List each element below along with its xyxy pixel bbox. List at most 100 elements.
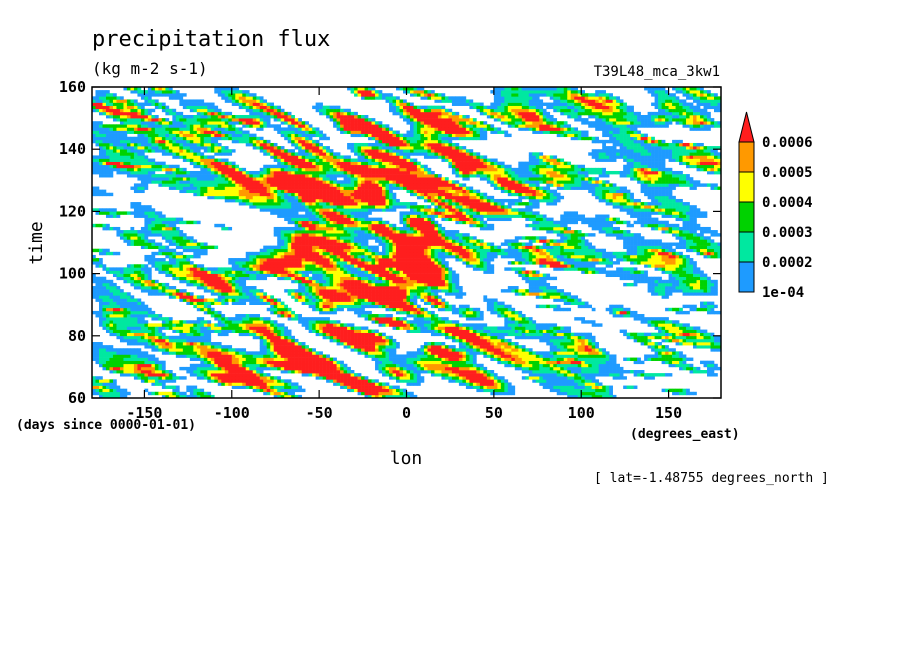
field-cell bbox=[305, 270, 309, 274]
field-cell bbox=[528, 363, 533, 368]
field-cell bbox=[263, 379, 268, 383]
field-cell bbox=[200, 264, 205, 268]
field-cell bbox=[242, 326, 247, 330]
field-cell bbox=[217, 295, 222, 299]
field-cell bbox=[549, 370, 554, 374]
field-cell bbox=[500, 289, 505, 293]
field-cell bbox=[682, 279, 687, 284]
field-cell bbox=[154, 338, 159, 343]
field-cell bbox=[556, 267, 561, 271]
field-cell bbox=[210, 379, 215, 383]
field-cell bbox=[116, 366, 121, 371]
field-cell bbox=[343, 326, 348, 330]
field-cell bbox=[105, 317, 110, 321]
field-cell bbox=[165, 338, 170, 343]
field-cell bbox=[441, 317, 446, 321]
field-cell bbox=[696, 276, 701, 281]
field-cell bbox=[451, 370, 456, 374]
field-cell bbox=[354, 301, 358, 305]
field-cell bbox=[483, 348, 488, 352]
field-cell bbox=[707, 360, 711, 365]
field-cell bbox=[710, 370, 715, 374]
field-cell bbox=[98, 323, 103, 327]
field-cell bbox=[315, 329, 320, 333]
field-cell bbox=[259, 292, 264, 296]
field-cell bbox=[539, 366, 544, 371]
field-cell bbox=[343, 335, 348, 340]
field-cell bbox=[490, 342, 495, 346]
field-cell bbox=[161, 338, 166, 343]
field-cell bbox=[409, 276, 414, 281]
field-cell bbox=[144, 366, 149, 371]
field-cell bbox=[375, 394, 379, 399]
field-cell bbox=[102, 276, 107, 281]
field-cell bbox=[448, 273, 453, 278]
field-cell bbox=[661, 354, 666, 358]
field-cell bbox=[172, 329, 177, 333]
field-cell bbox=[469, 317, 474, 321]
field-cell bbox=[563, 335, 568, 340]
field-cell bbox=[612, 273, 617, 278]
field-cell bbox=[112, 314, 117, 318]
field-cell bbox=[490, 376, 495, 380]
field-cell bbox=[382, 388, 386, 393]
field-cell bbox=[123, 301, 128, 305]
field-cell bbox=[371, 394, 376, 399]
field-cell bbox=[521, 292, 526, 296]
field-cell bbox=[273, 382, 278, 386]
field-cell bbox=[511, 348, 516, 352]
field-cell bbox=[186, 282, 191, 287]
field-cell bbox=[385, 292, 390, 296]
field-cell bbox=[693, 342, 697, 346]
field-cell bbox=[602, 267, 606, 271]
field-cell bbox=[413, 292, 418, 296]
field-cell bbox=[203, 326, 208, 330]
field-cell bbox=[542, 354, 547, 358]
field-cell bbox=[133, 301, 138, 305]
field-cell bbox=[465, 366, 470, 371]
field-cell bbox=[518, 273, 523, 278]
field-cell bbox=[203, 323, 208, 327]
field-cell bbox=[280, 301, 285, 305]
field-cell bbox=[560, 326, 565, 330]
field-cell bbox=[224, 376, 229, 380]
field-cell bbox=[437, 360, 442, 365]
field-cell bbox=[420, 345, 425, 349]
field-cell bbox=[465, 326, 470, 330]
field-cell bbox=[343, 279, 348, 284]
field-cell bbox=[682, 326, 687, 330]
field-cell bbox=[703, 360, 708, 365]
field-cell bbox=[654, 373, 659, 377]
field-cell bbox=[490, 329, 495, 333]
field-cell bbox=[305, 292, 309, 296]
field-cell bbox=[542, 329, 547, 333]
field-cell bbox=[340, 276, 344, 281]
field-cell bbox=[490, 301, 495, 305]
field-cell bbox=[217, 298, 222, 302]
field-cell bbox=[298, 298, 302, 302]
field-cell bbox=[682, 323, 687, 327]
field-cell bbox=[102, 317, 107, 321]
field-cell bbox=[427, 320, 432, 324]
field-cell bbox=[154, 279, 159, 284]
field-cell bbox=[469, 379, 474, 383]
field-cell bbox=[151, 310, 156, 315]
field-cell bbox=[98, 360, 103, 365]
field-cell bbox=[140, 360, 145, 365]
field-cell bbox=[301, 370, 306, 374]
field-cell bbox=[270, 351, 275, 355]
field-cell bbox=[416, 289, 421, 293]
field-cell bbox=[570, 388, 575, 393]
field-cell bbox=[179, 270, 184, 274]
field-cell bbox=[368, 391, 372, 396]
field-cell bbox=[214, 326, 219, 330]
field-cell bbox=[298, 345, 302, 349]
field-cell bbox=[228, 292, 233, 296]
field-cell bbox=[371, 345, 376, 349]
field-cell bbox=[434, 314, 439, 318]
field-cell bbox=[399, 295, 404, 299]
field-cell bbox=[574, 373, 579, 377]
field-cell bbox=[546, 338, 551, 343]
field-cell bbox=[668, 354, 673, 358]
field-cell bbox=[242, 273, 247, 278]
